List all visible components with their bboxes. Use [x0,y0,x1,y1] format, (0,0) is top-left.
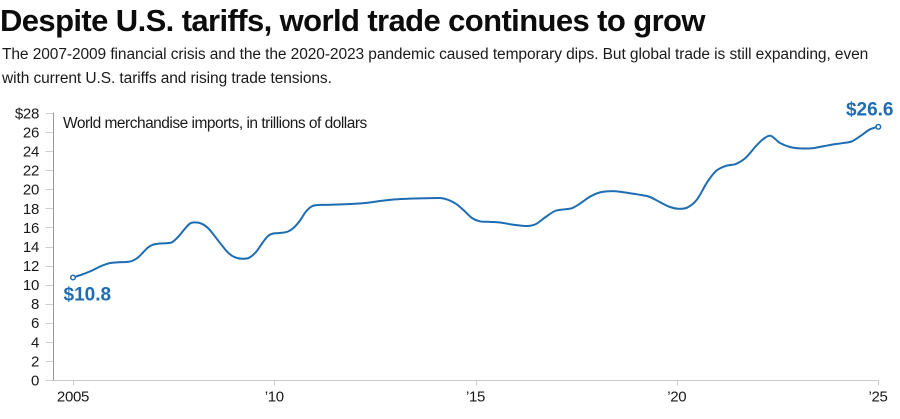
svg-text:22: 22 [23,163,39,180]
svg-text:0: 0 [31,372,39,389]
svg-text:4: 4 [31,334,39,351]
svg-text:’10: ’10 [265,389,284,406]
svg-text:World merchandise imports, in: World merchandise imports, in trillions … [63,115,368,132]
svg-text:’15: ’15 [466,389,485,406]
svg-text:12: 12 [23,258,39,275]
svg-text:18: 18 [23,201,39,218]
svg-text:$28: $28 [15,105,39,122]
svg-text:$26.6: $26.6 [846,99,894,120]
svg-text:2005: 2005 [57,389,89,406]
svg-text:8: 8 [31,296,39,313]
svg-text:’20: ’20 [667,389,686,406]
svg-text:14: 14 [23,239,39,256]
svg-text:2: 2 [31,353,39,370]
svg-text:10: 10 [23,277,39,294]
svg-text:16: 16 [23,220,39,237]
svg-text:$10.8: $10.8 [64,284,112,305]
svg-text:26: 26 [23,125,39,142]
svg-text:24: 24 [23,144,39,161]
svg-text:6: 6 [31,315,39,332]
svg-text:’25: ’25 [868,389,887,406]
svg-text:20: 20 [23,182,39,199]
